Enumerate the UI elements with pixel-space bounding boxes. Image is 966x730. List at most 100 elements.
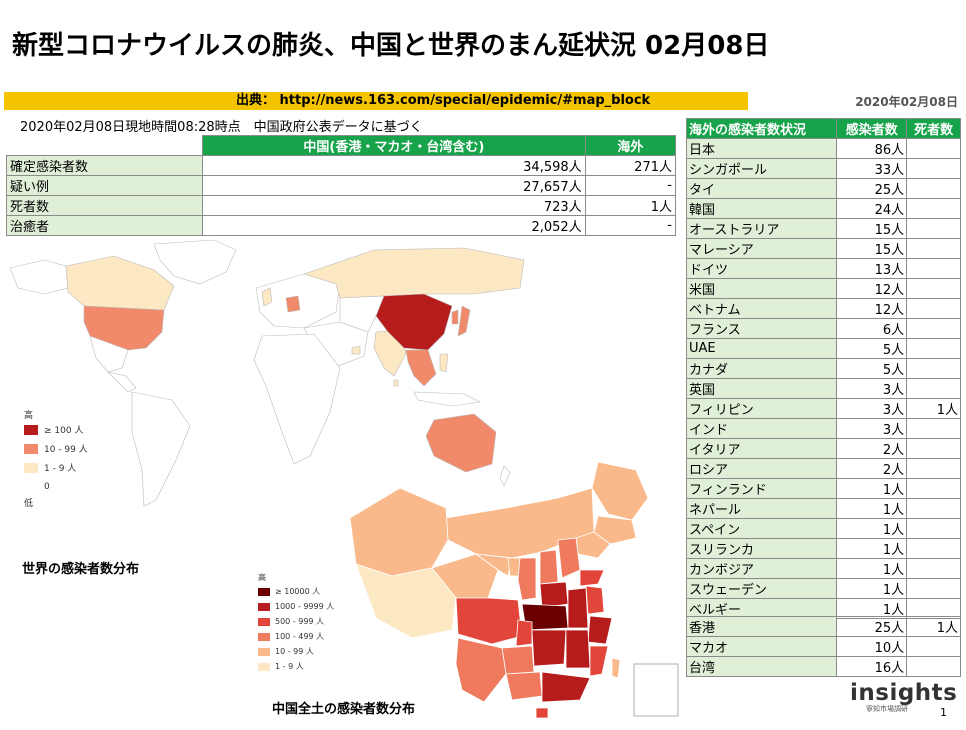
overseas-row: フィリピン 3人 1人	[685, 398, 961, 419]
death-count	[906, 438, 961, 459]
map-jiangxi	[565, 629, 591, 669]
summary-overseas-value: 271人	[584, 155, 677, 176]
overseas-row: スウェーデン 1人	[685, 578, 961, 599]
case-count: 15人	[836, 218, 908, 239]
map-jiangsu	[585, 585, 605, 615]
death-count	[906, 558, 961, 579]
map-russia	[303, 247, 525, 299]
death-count	[906, 318, 961, 339]
country-name: UAE	[685, 338, 838, 359]
summary-header-overseas: 海外	[584, 135, 677, 156]
logo-subtitle: 寧知市場調研	[866, 705, 908, 713]
legend-label: 10 - 99 人	[275, 647, 314, 656]
death-count: 1人	[906, 616, 961, 637]
map-fujian	[589, 645, 609, 677]
case-count: 3人	[836, 378, 908, 399]
legend-swatch	[258, 617, 270, 626]
legend-row: 100 - 499 人	[258, 629, 334, 644]
china-map-caption: 中国全土の感染者数分布	[272, 702, 416, 717]
death-count	[906, 578, 961, 599]
country-name: カンボジア	[685, 558, 838, 579]
summary-row-label: 死者数	[6, 195, 203, 216]
south-china-sea-inset	[633, 663, 679, 717]
data-note: 2020年02月08日現地時間08:28時点 中国政府公表データに基づく	[20, 120, 423, 135]
legend-row: ≥ 10000 人	[258, 584, 334, 599]
death-count	[906, 358, 961, 379]
overseas-header-country: 海外の感染者数状況	[685, 118, 838, 139]
map-tibet	[355, 563, 457, 639]
map-gansu	[447, 539, 513, 577]
country-name: 英国	[685, 378, 838, 399]
china-map-legend: 高 ≥ 10000 人 1000 - 9999 人 500 - 999 人 10…	[258, 572, 334, 674]
overseas-table: 海外の感染者数状況 感染者数 死者数 日本 86人 シンガポール 33人 タイ 25人 韓国…	[685, 118, 961, 619]
summary-row: 疑い例 27,657人 -	[6, 175, 677, 196]
page-number: 1	[940, 706, 947, 719]
death-count	[906, 418, 961, 439]
map-guangxi	[505, 671, 543, 701]
country-name: シンガポール	[685, 158, 838, 179]
legend-label: ≥ 10000 人	[275, 587, 321, 596]
country-name: フィリピン	[685, 398, 838, 419]
map-korea	[451, 309, 459, 325]
overseas-row: オーストラリア 15人	[685, 218, 961, 239]
insights-logo: insights	[850, 680, 958, 706]
case-count: 13人	[836, 258, 908, 279]
overseas-row: ドイツ 13人	[685, 258, 961, 279]
case-count: 1人	[836, 518, 908, 539]
summary-header-blank	[6, 135, 203, 156]
summary-china-value: 723人	[202, 195, 586, 216]
case-count: 25人	[836, 178, 908, 199]
country-name: ネパール	[685, 498, 838, 519]
region-row: マカオ 10人	[685, 636, 961, 657]
legend-row: ≥ 100 人	[24, 420, 88, 439]
map-canada	[65, 255, 175, 311]
death-count	[906, 158, 961, 179]
death-count	[906, 238, 961, 259]
country-name: 米国	[685, 278, 838, 299]
death-count	[906, 178, 961, 199]
summary-overseas-value: -	[584, 175, 677, 196]
region-row: 台湾 16人	[685, 656, 961, 677]
map-central-asia	[339, 295, 385, 333]
legend-low-label: 低	[24, 499, 34, 509]
summary-row-label: 疑い例	[6, 175, 203, 196]
china-map	[349, 461, 679, 718]
map-australia	[425, 413, 497, 473]
country-name: 日本	[685, 138, 838, 159]
summary-header-row: 中国(香港・マカオ・台湾含む) 海外	[6, 135, 677, 156]
map-sichuan	[455, 597, 523, 645]
map-greenland	[153, 239, 237, 285]
overseas-row: スペイン 1人	[685, 518, 961, 539]
map-philippines	[439, 353, 449, 373]
country-name: ベトナム	[685, 298, 838, 319]
country-name: インド	[685, 418, 838, 439]
summary-row: 確定感染者数 34,598人 271人	[6, 155, 677, 176]
overseas-row: マレーシア 15人	[685, 238, 961, 259]
death-count	[906, 298, 961, 319]
case-count: 86人	[836, 138, 908, 159]
country-name: タイ	[685, 178, 838, 199]
legend-swatch	[24, 443, 38, 454]
map-hunan	[531, 629, 567, 667]
case-count: 12人	[836, 278, 908, 299]
death-count	[906, 636, 961, 657]
case-count: 16人	[836, 656, 908, 677]
source-link[interactable]: 出典： http://news.163.com/special/epidemic…	[236, 93, 651, 108]
source-date: 2020年02月08日	[855, 95, 958, 109]
death-count: 1人	[906, 398, 961, 419]
summary-row-label: 治癒者	[6, 215, 203, 236]
legend-row: 0	[24, 477, 88, 496]
summary-china-value: 2,052人	[202, 215, 586, 236]
country-name: オーストラリア	[685, 218, 838, 239]
legend-label: 0	[44, 481, 50, 492]
case-count: 3人	[836, 398, 908, 419]
overseas-row: 英国 3人	[685, 378, 961, 399]
death-count	[906, 278, 961, 299]
map-zhejiang	[587, 615, 613, 645]
country-name: ドイツ	[685, 258, 838, 279]
case-count: 2人	[836, 458, 908, 479]
death-count	[906, 518, 961, 539]
map-guangdong	[541, 671, 591, 703]
map-shanxi	[539, 549, 559, 585]
legend-row: 10 - 99 人	[258, 644, 334, 659]
